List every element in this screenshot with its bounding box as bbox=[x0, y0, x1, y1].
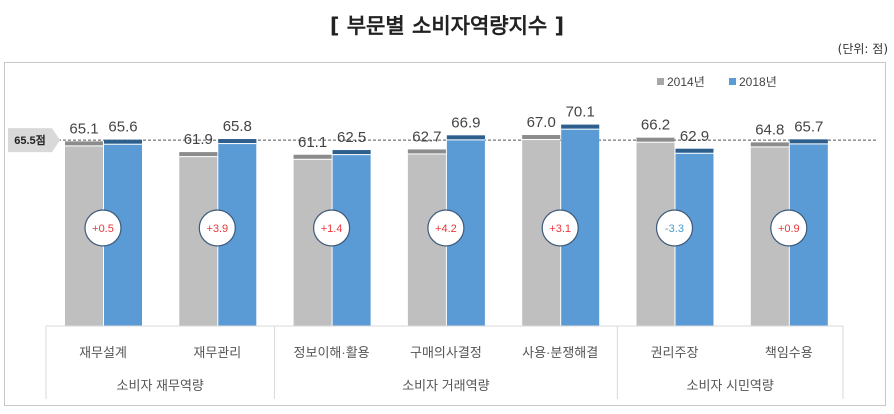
bar-cap-gap bbox=[561, 128, 600, 130]
chart-title: [ 부문별 소비자역량지수 ] bbox=[329, 14, 565, 38]
reference-label-tag bbox=[8, 128, 60, 153]
bar-cap-gap bbox=[750, 146, 789, 148]
change-badge bbox=[313, 209, 351, 247]
bar-cap-gap bbox=[446, 139, 485, 141]
value-label: 61.1 bbox=[298, 134, 327, 151]
change-label: +0.5 bbox=[92, 223, 114, 235]
bar-cap bbox=[104, 139, 142, 144]
category-label: 구매의사결정 bbox=[410, 345, 482, 360]
change-badge bbox=[427, 209, 465, 247]
change-badge bbox=[84, 209, 122, 247]
bar-cap bbox=[561, 124, 600, 129]
bar-cap-gap bbox=[407, 153, 446, 155]
bar-cap bbox=[636, 137, 675, 142]
group-label: 소비자 재무역량 bbox=[117, 378, 204, 393]
group-label: 소비자 시민역량 bbox=[687, 378, 774, 393]
bar-cap bbox=[750, 142, 789, 147]
bar-cap-gap bbox=[522, 139, 561, 141]
bar-cap-gap bbox=[636, 141, 675, 143]
legend-label: 2014년 bbox=[667, 75, 705, 89]
group-label: 소비자 거래역량 bbox=[402, 378, 489, 393]
bar-cap bbox=[789, 139, 828, 144]
bar-cap bbox=[65, 141, 103, 146]
bar-cap bbox=[446, 135, 485, 140]
value-label: 65.6 bbox=[108, 119, 137, 136]
legend-swatch-2018 bbox=[729, 78, 736, 85]
change-label: +0.9 bbox=[778, 223, 800, 235]
change-label: -3.3 bbox=[665, 223, 684, 235]
change-badge bbox=[198, 209, 236, 247]
value-label: 65.1 bbox=[69, 120, 98, 137]
change-label: +3.1 bbox=[549, 223, 571, 235]
category-label: 권리주장 bbox=[651, 345, 699, 360]
value-label: 66.2 bbox=[641, 117, 670, 134]
bar-cap-gap bbox=[675, 152, 714, 154]
change-label: +3.9 bbox=[206, 223, 228, 235]
bar-cap-gap bbox=[789, 143, 828, 145]
bar-cap bbox=[675, 148, 714, 153]
bar-cap-gap bbox=[218, 143, 257, 145]
change-badge bbox=[541, 209, 579, 247]
value-label: 62.5 bbox=[337, 129, 366, 146]
value-label: 66.9 bbox=[451, 114, 480, 131]
legend-swatch-2014 bbox=[657, 78, 664, 85]
change-label: +4.2 bbox=[435, 223, 457, 235]
change-label: +1.4 bbox=[321, 223, 343, 235]
bar-cap bbox=[179, 152, 218, 157]
reference-label: 65.5점 bbox=[14, 133, 46, 147]
plot-area bbox=[4, 62, 886, 406]
bar-cap-gap bbox=[65, 145, 103, 147]
bar-cap bbox=[332, 150, 371, 155]
bar-cap bbox=[218, 139, 257, 144]
bar-cap bbox=[522, 135, 561, 140]
legend-label: 2018년 bbox=[739, 75, 777, 89]
category-label: 책임수용 bbox=[765, 345, 813, 360]
category-label: 사용·분쟁해결 bbox=[522, 345, 598, 360]
value-label: 65.7 bbox=[794, 118, 823, 135]
change-badge bbox=[770, 209, 808, 247]
bar-cap-gap bbox=[179, 156, 218, 158]
bar-cap-gap bbox=[332, 154, 371, 156]
value-label: 67.0 bbox=[527, 114, 556, 131]
category-label: 재무관리 bbox=[193, 345, 241, 360]
change-badge bbox=[655, 209, 694, 247]
category-label: 재무설계 bbox=[79, 345, 127, 360]
value-label: 65.8 bbox=[223, 118, 252, 135]
bar-cap-gap bbox=[293, 158, 332, 160]
value-label: 70.1 bbox=[566, 104, 595, 121]
value-label: 62.7 bbox=[412, 128, 441, 145]
unit-label: (단위: 점) bbox=[837, 42, 888, 56]
category-label: 정보이해·활용 bbox=[294, 345, 370, 360]
bar-cap-gap bbox=[104, 143, 142, 145]
value-label: 61.9 bbox=[184, 131, 213, 148]
bar-cap bbox=[407, 149, 446, 154]
bar-cap bbox=[293, 154, 332, 159]
value-label: 62.9 bbox=[680, 128, 709, 145]
value-label: 64.8 bbox=[755, 121, 784, 138]
